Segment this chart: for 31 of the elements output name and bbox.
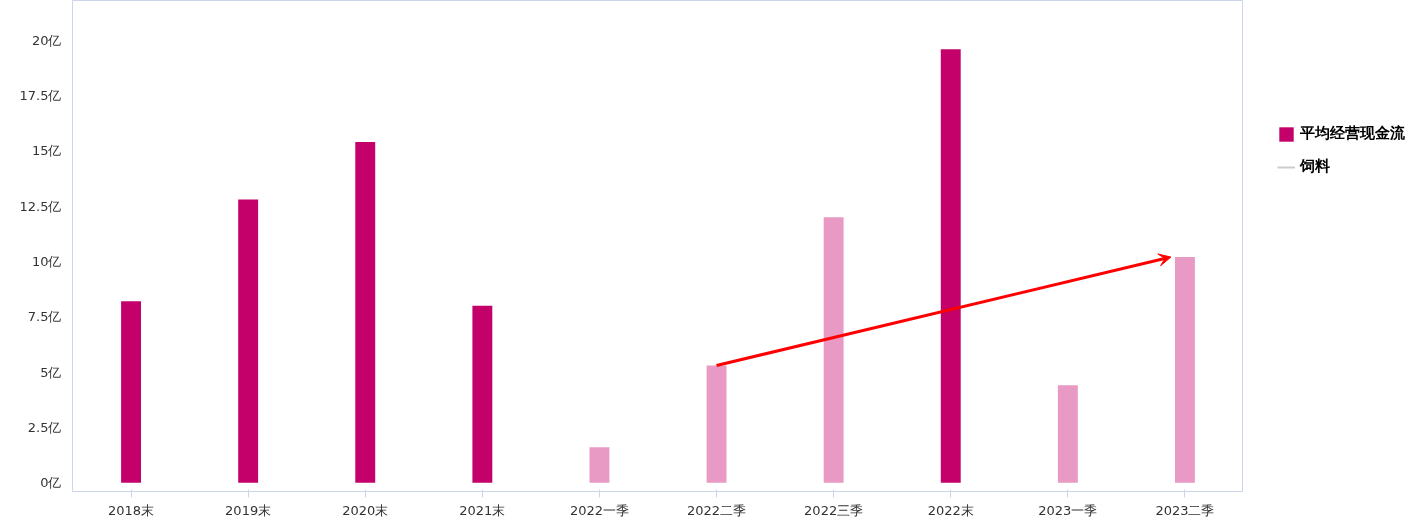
bar [121, 301, 141, 483]
x-tick-label: 2022一季 [569, 502, 629, 518]
y-tick-label: 20亿 [31, 32, 62, 48]
bar [1057, 385, 1078, 483]
x-tick-label: 2018末 [108, 502, 155, 518]
bar [355, 142, 376, 483]
bar [238, 199, 259, 483]
x-tick-label: 2019末 [225, 502, 272, 518]
y-tick-label: 7.5亿 [27, 309, 62, 325]
y-tick-label: 0亿 [40, 475, 62, 491]
x-tick-label: 2022三季 [804, 502, 864, 518]
y-tick-label: 2.5亿 [27, 419, 62, 435]
bar [940, 49, 961, 483]
bar [706, 365, 727, 483]
bar [589, 447, 610, 483]
x-tick-label: 2022二季 [687, 502, 747, 518]
legend-label: 平均经营现金流 [1300, 124, 1405, 143]
x-tick-label: 2023一季 [1038, 502, 1098, 518]
x-tick-label: 2023二季 [1155, 502, 1215, 518]
y-tick-label: 5亿 [40, 364, 62, 380]
x-tick-label: 2022末 [927, 502, 974, 518]
x-tick-label: 2021末 [459, 502, 506, 518]
y-tick-label: 10亿 [31, 253, 62, 269]
bar [823, 217, 844, 483]
y-tick-label: 12.5亿 [19, 198, 62, 214]
y-tick-label: 15亿 [31, 143, 62, 159]
y-tick-label: 17.5亿 [19, 88, 62, 104]
x-tick-label: 2020末 [342, 502, 389, 518]
bar [1175, 257, 1195, 483]
legend-label: 饲料 [1300, 157, 1330, 176]
bar [472, 305, 493, 483]
